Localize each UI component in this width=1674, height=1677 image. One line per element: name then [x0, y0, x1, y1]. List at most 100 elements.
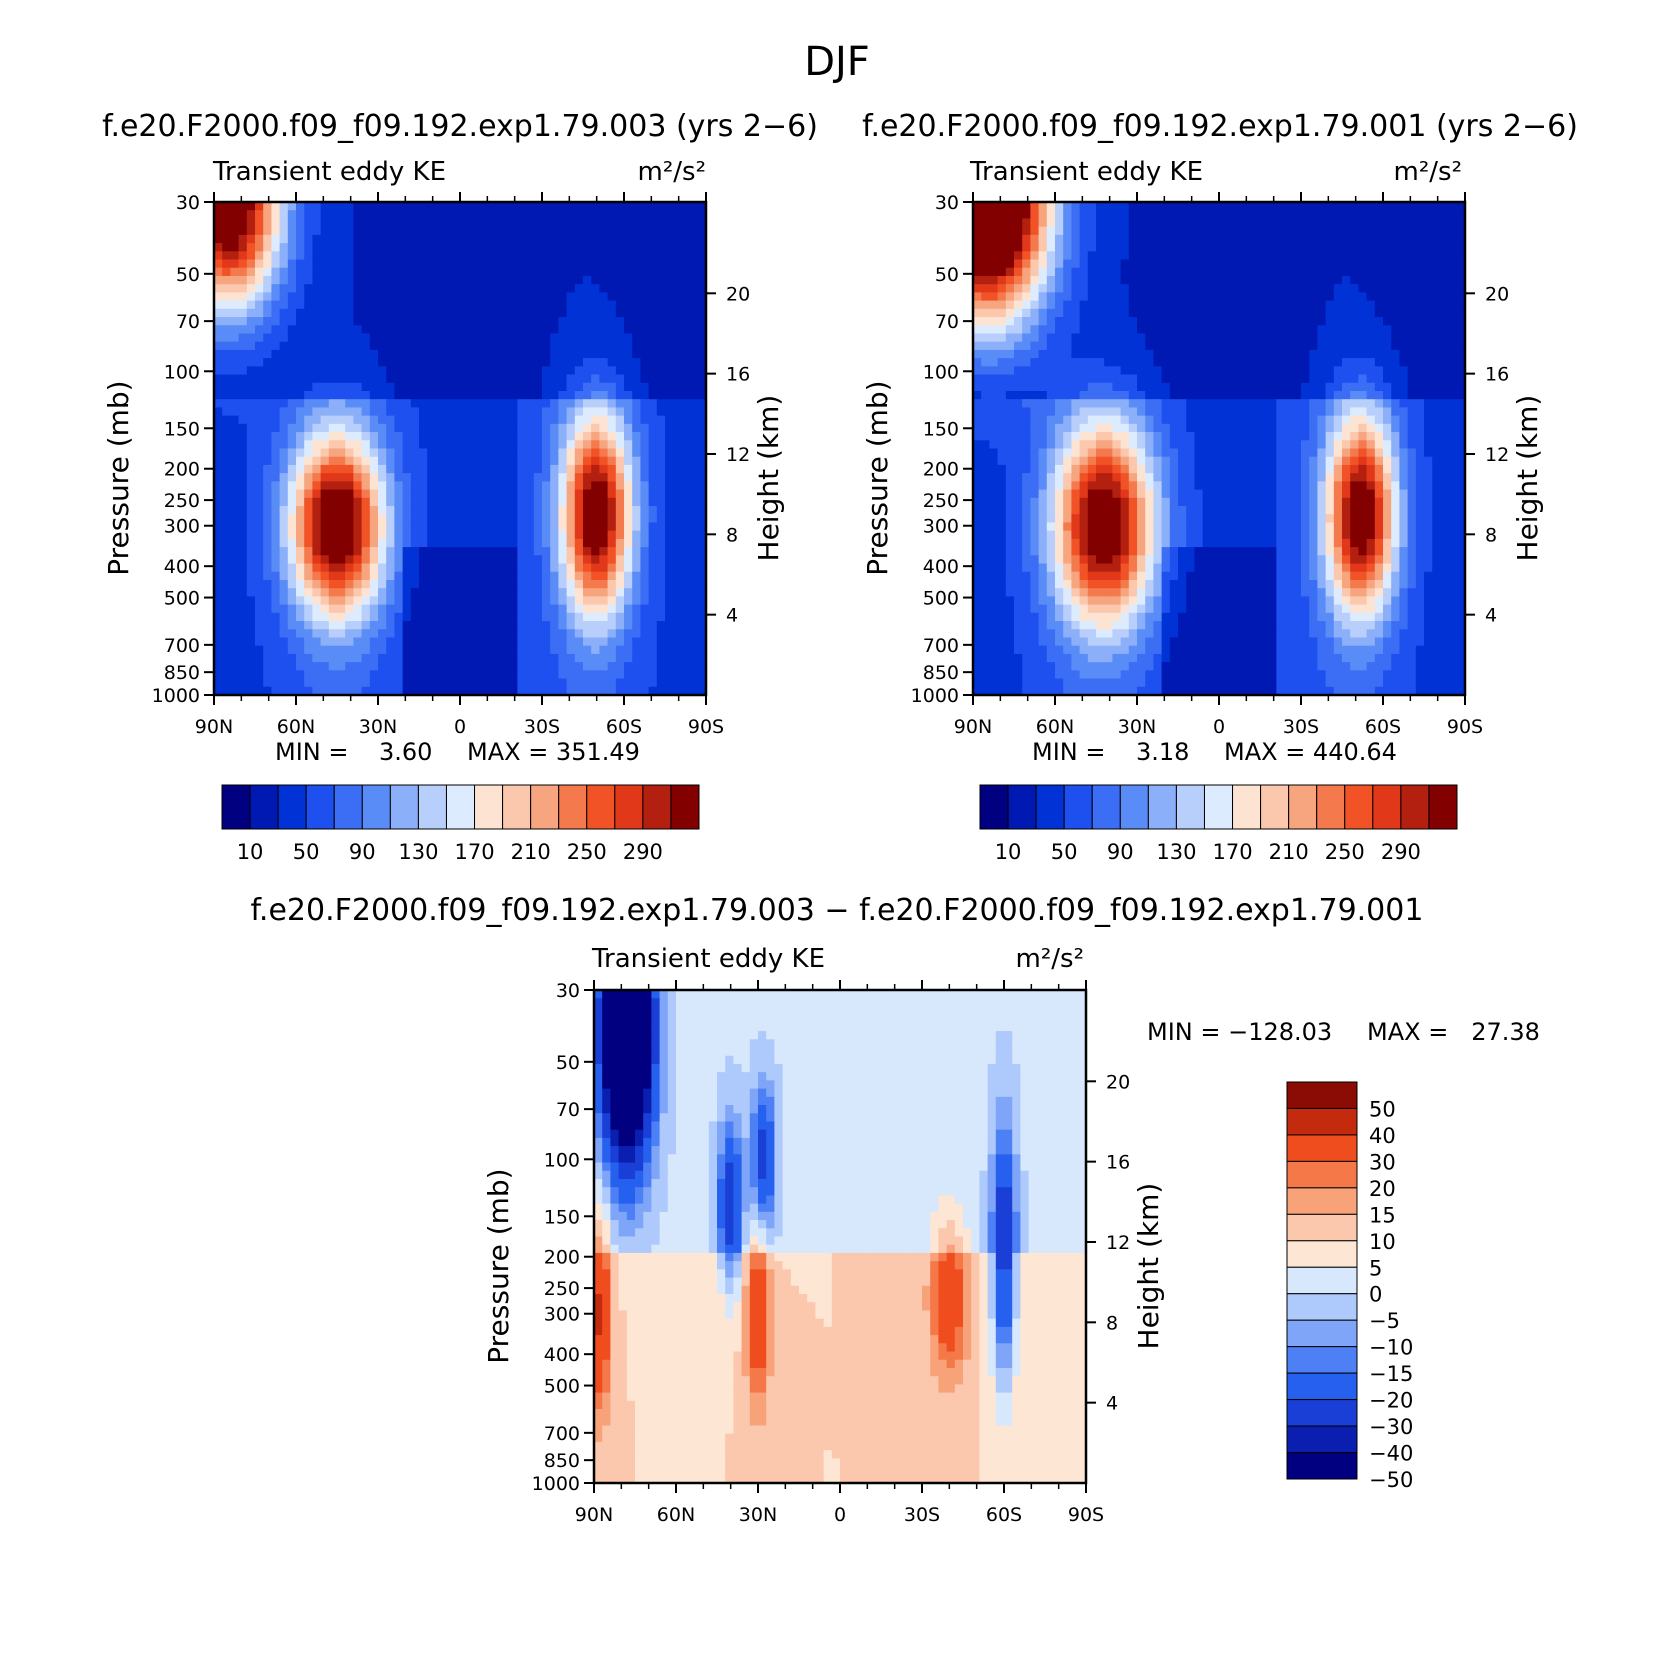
field-cell [1030, 210, 1040, 220]
field-cell [1038, 218, 1048, 228]
field-cell [997, 251, 1007, 261]
field-cell [1333, 267, 1343, 277]
field-cell [460, 432, 469, 441]
field-cell [427, 489, 436, 499]
field-cell [222, 596, 231, 606]
field-cell [1169, 317, 1179, 326]
field-cell [484, 267, 494, 277]
field-cell [1227, 333, 1236, 343]
field-cell [263, 432, 272, 441]
field-cell [1079, 259, 1089, 269]
field-cell [558, 259, 568, 269]
field-cell [246, 448, 256, 458]
field-cell [230, 489, 240, 499]
field-cell [1399, 358, 1409, 367]
field-cell [681, 317, 691, 326]
field-cell [476, 563, 486, 573]
field-cell [665, 621, 674, 630]
field-cell [246, 456, 256, 466]
field-cell [369, 300, 379, 310]
field-cell [230, 440, 240, 450]
field-cell [443, 210, 453, 220]
field-cell [648, 300, 658, 310]
field-cell [394, 407, 404, 417]
field-cell [255, 267, 264, 277]
field-cell [263, 653, 272, 663]
field-cell [361, 300, 371, 310]
field-cell [1178, 267, 1187, 277]
field-cell [681, 670, 691, 680]
field-cell [394, 604, 404, 614]
field-cell [1243, 275, 1253, 285]
field-cell [255, 686, 264, 696]
field-cell [640, 300, 650, 310]
field-cell [214, 547, 223, 556]
field-cell [246, 506, 256, 515]
field-cell [525, 284, 535, 293]
field-cell [443, 349, 453, 359]
field-cell [989, 275, 999, 285]
field-cell [476, 432, 486, 441]
field-cell [591, 382, 600, 392]
field-cell [583, 259, 592, 269]
field-cell [533, 686, 543, 696]
field-cell [410, 522, 420, 532]
field-cell [673, 547, 682, 556]
field-cell [1219, 284, 1228, 293]
field-cell [468, 686, 477, 696]
field-cell [443, 382, 453, 392]
y-tick-label: 500 [164, 588, 200, 610]
field-cell [1243, 366, 1253, 376]
field-cell [558, 234, 568, 244]
field-cell [484, 563, 494, 573]
field-cell [599, 662, 609, 671]
field-cell [517, 390, 527, 400]
field-cell [1227, 341, 1236, 351]
field-cell [263, 440, 272, 450]
field-cell [386, 333, 395, 343]
field-cell [222, 390, 231, 400]
field-cell [419, 473, 428, 482]
field-cell [533, 481, 543, 491]
field-cell [1022, 366, 1031, 376]
field-cell [361, 415, 371, 425]
field-cell [665, 382, 674, 392]
field-cell [607, 645, 617, 655]
field-cell [460, 423, 469, 433]
field-cell [1161, 275, 1171, 285]
field-cell [1301, 325, 1310, 335]
field-cell [361, 234, 371, 244]
field-cell [238, 390, 248, 400]
field-cell [378, 259, 387, 269]
field-cell [681, 423, 691, 433]
field-cell [615, 538, 625, 548]
field-cell [997, 349, 1007, 359]
field-cell [525, 317, 535, 326]
field-cell [1087, 325, 1097, 335]
field-cell [1128, 251, 1138, 261]
field-cell [591, 407, 600, 417]
field-cell [1186, 317, 1195, 326]
field-cell [361, 473, 371, 482]
field-cell [361, 226, 371, 236]
field-cell [378, 621, 387, 630]
field-cell [673, 251, 682, 261]
field-cell [607, 579, 617, 589]
field-cell [419, 637, 428, 647]
field-cell [533, 678, 543, 688]
field-cell [1120, 259, 1130, 269]
field-cell [1391, 300, 1400, 310]
field-cell [214, 579, 223, 589]
field-cell [427, 629, 436, 639]
field-cell [1104, 243, 1113, 252]
field-cell [1210, 325, 1220, 335]
field-cell [665, 662, 674, 671]
field-cell [1104, 202, 1113, 211]
field-cell [1030, 308, 1040, 318]
field-cell [460, 234, 469, 244]
field-cell [378, 374, 387, 384]
field-cell [1194, 259, 1204, 269]
field-cell [558, 538, 568, 548]
field-cell [1063, 275, 1072, 285]
field-cell [665, 218, 674, 228]
